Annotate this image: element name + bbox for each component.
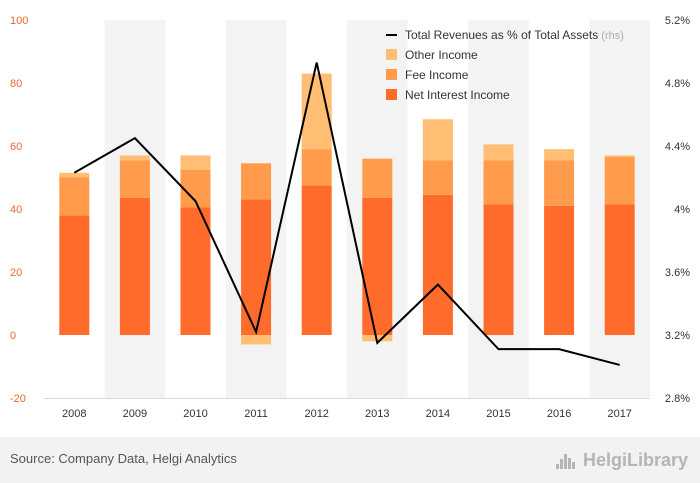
y-left-tick-label: 100 <box>10 15 28 27</box>
x-tick-label: 2009 <box>123 408 147 420</box>
x-tick-label: 2016 <box>547 408 571 420</box>
bar-fee-income-2015 <box>483 160 514 205</box>
bar-fee-income-2009 <box>119 160 150 198</box>
legend-label-fee-income: Fee Income <box>405 68 469 82</box>
y-right-tick-label: 4.8% <box>665 78 690 90</box>
y-left-tick-label: 60 <box>10 141 22 153</box>
x-tick-label: 2015 <box>486 408 510 420</box>
bar-fee-income-2008 <box>59 177 90 216</box>
x-tick-label: 2008 <box>62 408 86 420</box>
bar-other-income-2017 <box>604 155 635 158</box>
bar-fee-income-2011 <box>241 163 272 200</box>
y-right-tick-label: 2.8% <box>665 393 690 405</box>
x-tick-label: 2014 <box>426 408 450 420</box>
x-tick-label: 2010 <box>183 408 207 420</box>
legend-label-total-revenues-as-of-total-assets: Total Revenues as % of Total Assets (rhs… <box>405 28 624 42</box>
bar-other-income-2010 <box>180 155 211 170</box>
legend-suffix-rhs: (rhs) <box>598 30 624 42</box>
legend-label-net-interest-income: Net Interest Income <box>405 88 510 102</box>
y-left-tick-label: -20 <box>10 393 26 405</box>
bar-fee-income-2013 <box>362 158 393 198</box>
x-tick-label: 2017 <box>607 408 631 420</box>
bar-other-income-2015 <box>483 144 514 161</box>
bar-net-interest-income-2008 <box>59 215 90 335</box>
bar-net-interest-income-2012 <box>301 185 332 335</box>
revenue-composition-chart: -20 0 20 40 60 80 100 2.8% 3.2% 3.6% 4% 4.4% 4.8% 5.… <box>10 15 690 420</box>
bar-other-income-2009 <box>119 155 150 161</box>
y-left-tick-label: 80 <box>10 78 22 90</box>
library-icon <box>555 454 575 469</box>
bar-net-interest-income-2014 <box>422 194 453 335</box>
y-right-tick-label: 5.2% <box>665 15 690 27</box>
bar-fee-income-2016 <box>544 160 575 206</box>
legend-label-other-income: Other Income <box>405 48 478 62</box>
y-right-tick-label: 4% <box>674 204 690 216</box>
x-tick-label: 2012 <box>304 408 328 420</box>
y-right-tick-label: 4.4% <box>665 141 690 153</box>
bar-net-interest-income-2016 <box>544 205 575 335</box>
bar-other-income-2014 <box>422 119 453 161</box>
y-left-tick-label: 40 <box>10 204 22 216</box>
source-note: Source: Company Data, Helgi Analytics <box>10 451 237 466</box>
footer-bar: Source: Company Data, Helgi Analytics He… <box>0 437 700 483</box>
y-right-tick-label: 3.6% <box>665 267 690 279</box>
x-tick-label: 2013 <box>365 408 389 420</box>
bar-fee-income-2012 <box>301 149 332 186</box>
y-left-tick-label: 0 <box>10 330 16 342</box>
brand-logo: HelgiLibrary <box>555 447 688 473</box>
x-tick-label: 2011 <box>244 408 268 420</box>
legend-swatch-fee-income <box>386 69 397 80</box>
bar-fee-income-2017 <box>604 157 635 205</box>
bar-net-interest-income-2011 <box>241 199 272 335</box>
bar-net-interest-income-2017 <box>604 204 635 335</box>
brand-name: HelgiLibrary <box>582 449 688 470</box>
bar-net-interest-income-2015 <box>483 204 514 335</box>
legend-swatch-other-income <box>386 49 397 60</box>
bar-other-income-2008 <box>59 172 90 178</box>
bar-net-interest-income-2009 <box>119 197 150 335</box>
bar-other-income-2011 <box>241 335 272 345</box>
line-total-revenues-pct-assets <box>73 62 620 366</box>
bar-other-income-2016 <box>544 149 575 161</box>
legend-swatch-net-interest-income <box>386 89 397 100</box>
bar-fee-income-2014 <box>422 160 453 195</box>
bar-net-interest-income-2010 <box>180 207 211 335</box>
y-right-tick-label: 3.2% <box>665 330 690 342</box>
y-left-tick-label: 20 <box>10 267 22 279</box>
bar-net-interest-income-2013 <box>362 197 393 335</box>
